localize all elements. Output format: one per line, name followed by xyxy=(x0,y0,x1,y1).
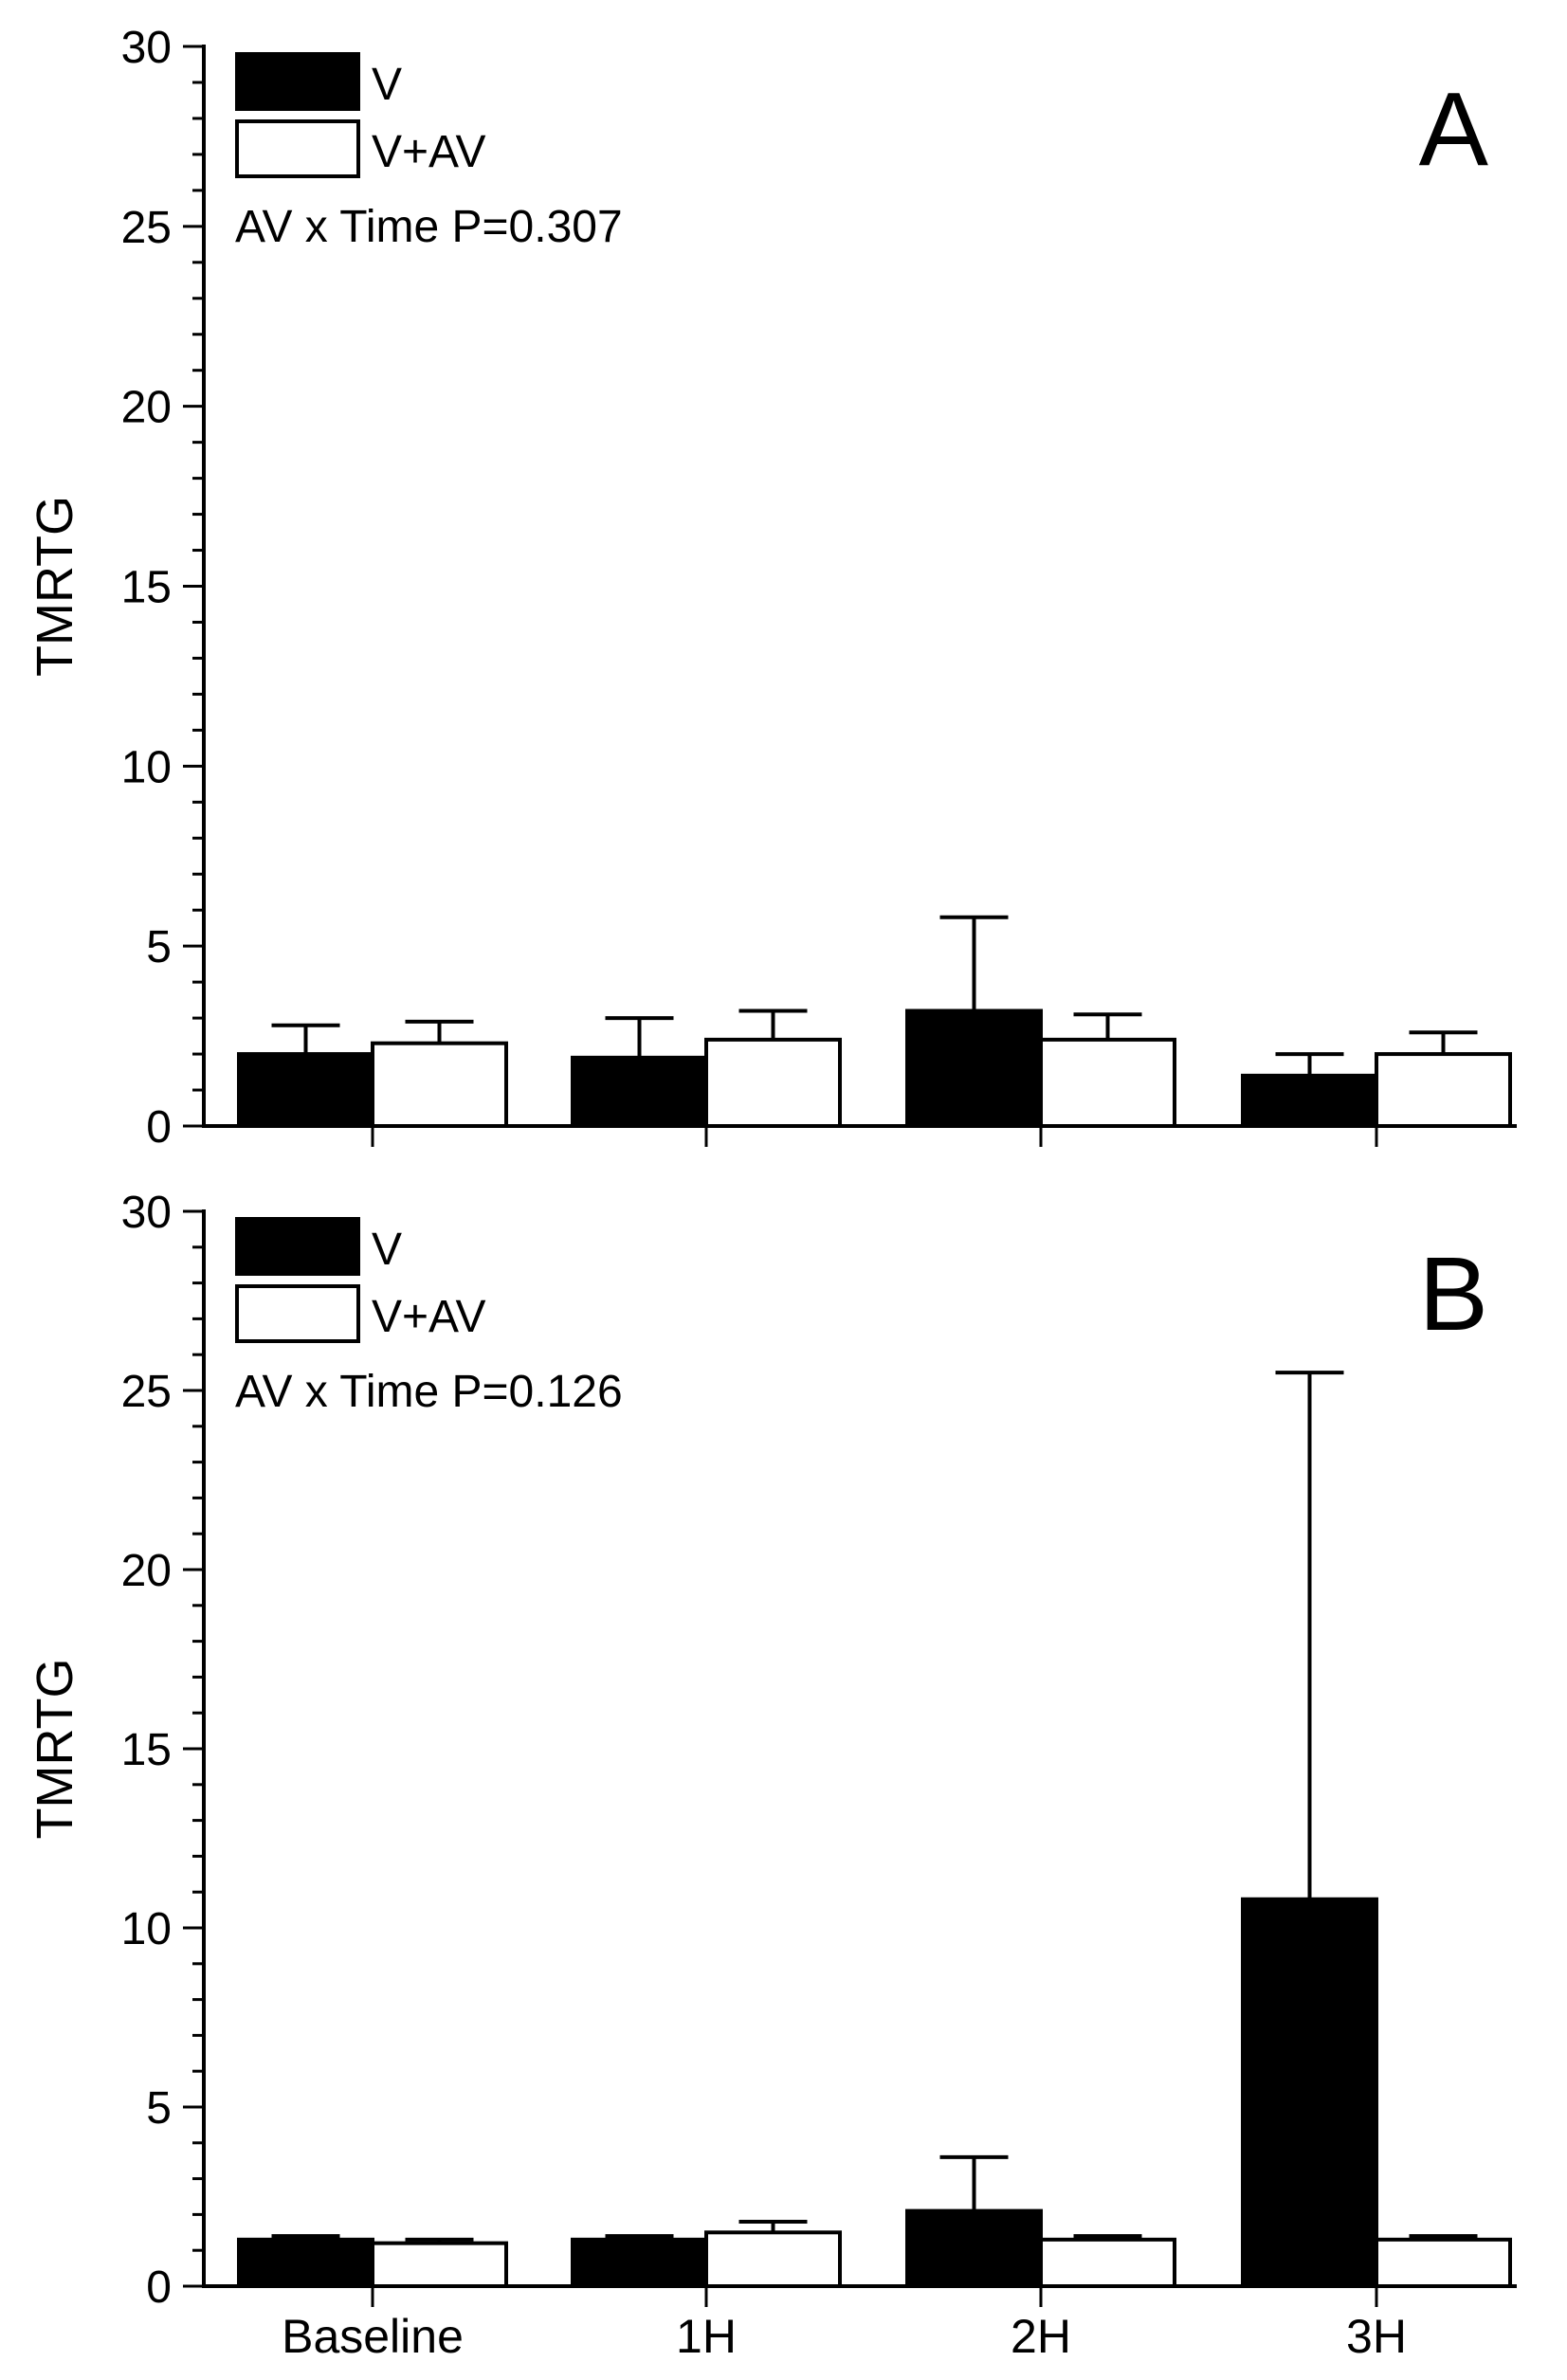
y-tick-label: 0 xyxy=(146,1102,172,1153)
stat-annotation: AV x Time P=0.307 xyxy=(235,202,623,252)
bar-v-3h xyxy=(1241,1073,1378,1129)
y-tick-label: 15 xyxy=(121,563,172,613)
legend-label-v-av: V+AV xyxy=(372,1292,486,1342)
chart-panel-a: 0 5 10 15 20 25 30 TMRTG V V+AV AV x Time P=0.307 A xyxy=(27,23,1517,1153)
legend-swatch-v-av xyxy=(235,119,360,178)
bar-v-2h xyxy=(905,1008,1043,1129)
bar-v-baseline xyxy=(237,2237,374,2289)
y-tick-label: 10 xyxy=(121,742,172,792)
legend-label-v-av: V+AV xyxy=(372,127,486,177)
x-tick-label: 3H xyxy=(1346,2310,1407,2363)
legend-label-v: V xyxy=(372,60,402,110)
x-tick-label: 2H xyxy=(1011,2310,1071,2363)
bar-v-av-baseline xyxy=(371,1041,508,1128)
x-tick-label: Baseline xyxy=(282,2310,464,2363)
y-tick-label: 30 xyxy=(121,1188,172,1238)
legend-swatch-v xyxy=(235,52,360,111)
y-tick-label: 5 xyxy=(146,2083,172,2134)
chart-panel-b: 0 5 10 15 20 25 30 Baseline 1H 2H 3H TMRTG V V+AV AV x… xyxy=(27,1188,1517,2363)
y-tick-label: 30 xyxy=(121,23,172,73)
y-axis-label: TMRTG xyxy=(27,496,83,677)
y-tick-label: 15 xyxy=(121,1725,172,1775)
bar-v-av-3h xyxy=(1375,1052,1512,1128)
y-tick-label: 20 xyxy=(121,1546,172,1596)
stat-annotation: AV x Time P=0.126 xyxy=(235,1367,623,1417)
bar-v-3h xyxy=(1241,1897,1378,2288)
bar-v-av-2h xyxy=(1039,2237,1176,2289)
y-axis-label: TMRTG xyxy=(27,1659,83,1840)
legend-swatch-v-av xyxy=(235,1284,360,1343)
panel-label: A xyxy=(1419,71,1489,188)
bar-v-av-3h xyxy=(1375,2237,1512,2289)
y-tick-label: 0 xyxy=(146,2262,172,2313)
bar-v-1h xyxy=(571,2237,708,2289)
y-tick-label: 10 xyxy=(121,1904,172,1954)
y-tick-label: 20 xyxy=(121,383,172,433)
bar-v-baseline xyxy=(237,1052,374,1128)
y-tick-label: 25 xyxy=(121,203,172,253)
panel-label: B xyxy=(1419,1236,1488,1353)
y-tick-label: 5 xyxy=(146,922,172,972)
bar-v-av-baseline xyxy=(371,2241,508,2288)
bar-v-av-2h xyxy=(1039,1037,1176,1129)
legend-label-v: V xyxy=(372,1225,402,1275)
bar-v-av-1h xyxy=(704,1037,842,1129)
bar-v-1h xyxy=(571,1055,708,1128)
y-tick-label: 25 xyxy=(121,1367,172,1417)
bar-v-2h xyxy=(905,2208,1043,2289)
x-tick-label: 1H xyxy=(676,2310,737,2363)
bar-v-av-1h xyxy=(704,2230,842,2289)
legend-swatch-v xyxy=(235,1217,360,1276)
